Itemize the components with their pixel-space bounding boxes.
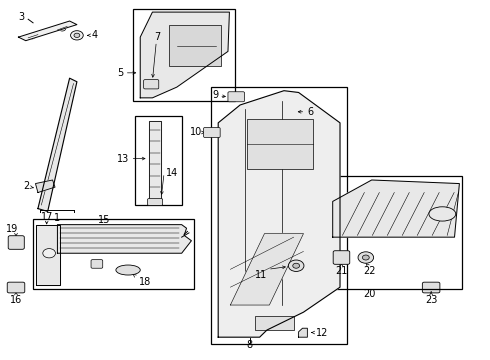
Text: 23: 23: [425, 295, 437, 305]
Circle shape: [71, 31, 83, 40]
Text: 7: 7: [154, 32, 160, 42]
FancyBboxPatch shape: [7, 282, 25, 293]
Polygon shape: [267, 108, 274, 115]
Text: 21: 21: [335, 266, 348, 276]
Polygon shape: [36, 225, 60, 285]
FancyBboxPatch shape: [228, 92, 245, 102]
Text: 16: 16: [10, 295, 22, 305]
Bar: [211, 87, 347, 344]
Polygon shape: [333, 180, 460, 237]
Text: 15: 15: [98, 215, 110, 225]
Circle shape: [74, 33, 80, 37]
Text: 17: 17: [41, 212, 53, 222]
Polygon shape: [140, 12, 229, 98]
FancyBboxPatch shape: [144, 80, 159, 89]
Text: 22: 22: [363, 266, 375, 276]
Text: 13: 13: [117, 154, 129, 163]
FancyBboxPatch shape: [333, 251, 350, 264]
Ellipse shape: [429, 207, 456, 221]
Bar: [170, 24, 220, 66]
Polygon shape: [218, 91, 340, 337]
Bar: [133, 9, 235, 102]
Circle shape: [29, 34, 35, 39]
Ellipse shape: [116, 265, 140, 275]
Polygon shape: [19, 21, 77, 41]
Text: 11: 11: [255, 270, 267, 280]
Text: 1: 1: [54, 213, 60, 223]
Text: 5: 5: [117, 68, 123, 78]
Text: 9: 9: [212, 90, 218, 100]
Polygon shape: [38, 78, 77, 211]
FancyBboxPatch shape: [203, 127, 220, 138]
Circle shape: [363, 255, 369, 260]
Text: 10: 10: [190, 127, 202, 138]
FancyBboxPatch shape: [422, 282, 440, 293]
Polygon shape: [274, 109, 294, 115]
Circle shape: [293, 263, 299, 268]
Polygon shape: [149, 121, 161, 200]
FancyBboxPatch shape: [8, 236, 24, 249]
Polygon shape: [35, 180, 55, 193]
Polygon shape: [57, 225, 192, 253]
Text: 14: 14: [166, 168, 178, 178]
Bar: [135, 116, 182, 205]
Bar: [255, 316, 294, 330]
Text: 4: 4: [92, 30, 98, 40]
Text: 2: 2: [23, 181, 29, 191]
Bar: [247, 119, 313, 169]
Polygon shape: [298, 328, 307, 337]
Circle shape: [43, 249, 55, 258]
Circle shape: [358, 252, 374, 263]
Bar: [328, 176, 462, 289]
Text: 6: 6: [307, 107, 314, 117]
Circle shape: [288, 260, 304, 271]
Text: 12: 12: [316, 328, 328, 338]
Polygon shape: [230, 234, 303, 305]
Text: 19: 19: [6, 224, 18, 234]
FancyBboxPatch shape: [91, 260, 103, 268]
Text: 3: 3: [18, 13, 24, 22]
Text: 20: 20: [363, 289, 375, 299]
Circle shape: [59, 26, 66, 31]
Text: 8: 8: [247, 340, 253, 350]
Bar: [33, 219, 194, 289]
FancyBboxPatch shape: [147, 199, 163, 205]
Text: 18: 18: [139, 277, 151, 287]
